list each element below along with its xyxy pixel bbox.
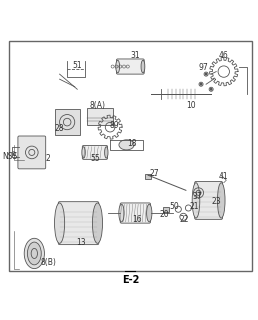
Ellipse shape [54,203,65,243]
Text: NSS: NSS [3,152,18,161]
Text: E-2: E-2 [122,275,139,285]
Text: 37: 37 [192,192,202,201]
Text: 23: 23 [211,197,221,206]
Bar [87,108,113,124]
FancyBboxPatch shape [120,203,150,223]
Ellipse shape [24,238,44,268]
Text: 16: 16 [132,215,141,224]
Text: 8(B): 8(B) [40,258,56,267]
Ellipse shape [192,183,200,218]
Ellipse shape [104,147,108,158]
Text: 51: 51 [72,61,82,70]
Text: 27: 27 [149,169,159,178]
Ellipse shape [141,60,145,73]
Text: 41: 41 [219,172,229,181]
Text: 13: 13 [76,237,86,247]
Ellipse shape [116,60,119,73]
FancyBboxPatch shape [116,59,144,74]
FancyBboxPatch shape [58,202,99,244]
Ellipse shape [82,147,85,158]
Text: 22: 22 [180,215,189,224]
Text: 10: 10 [186,101,196,110]
Bar [163,207,170,212]
FancyBboxPatch shape [18,136,46,169]
FancyBboxPatch shape [82,146,108,159]
FancyBboxPatch shape [195,181,222,220]
Text: 31: 31 [131,51,140,60]
Ellipse shape [27,242,41,265]
Text: 50: 50 [170,202,179,211]
Text: 55: 55 [90,154,100,163]
Bar [54,109,80,135]
Text: 28: 28 [55,124,64,133]
Ellipse shape [119,204,124,222]
Circle shape [205,73,207,75]
Circle shape [200,84,202,85]
Ellipse shape [119,140,134,150]
Ellipse shape [92,203,102,243]
Ellipse shape [217,183,225,218]
Text: 18: 18 [127,139,136,148]
Text: 20: 20 [160,210,169,219]
Text: 8(A): 8(A) [90,101,106,110]
Text: 89: 89 [109,121,119,130]
Ellipse shape [147,204,152,222]
Text: 46: 46 [219,51,229,60]
Text: 2: 2 [46,154,51,163]
Circle shape [210,89,212,90]
Text: 97: 97 [199,63,208,72]
Bar [146,174,150,179]
Text: 21: 21 [190,202,199,211]
